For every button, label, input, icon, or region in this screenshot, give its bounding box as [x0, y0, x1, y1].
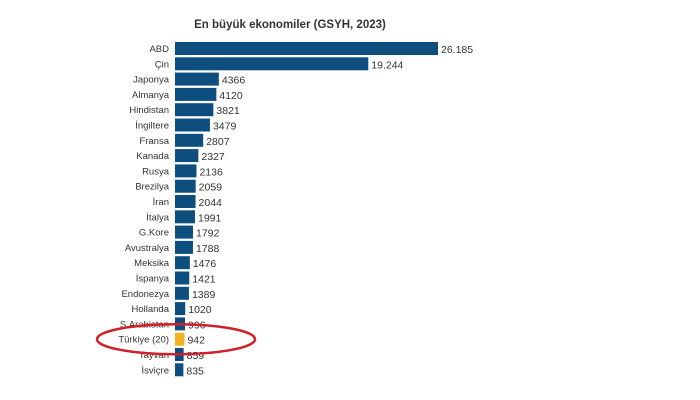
bar: [175, 240, 193, 254]
value-label: 1476: [193, 258, 217, 270]
value-label: 4120: [219, 90, 243, 102]
bar: [175, 179, 196, 193]
category-label: ABD: [149, 44, 169, 55]
chart-title: En büyük ekonomiler (GSYH, 2023): [194, 19, 386, 31]
category-label: Avustralya: [125, 243, 170, 254]
category-label: Hindistan: [129, 105, 169, 116]
bar: [175, 133, 204, 147]
annotation-layer: [95, 322, 257, 356]
bar: [175, 103, 214, 117]
value-label: 19.244: [371, 59, 403, 71]
value-label: 1389: [192, 289, 216, 301]
bar: [175, 42, 438, 55]
value-label: 2059: [199, 182, 223, 194]
category-label: G.Kore: [139, 228, 169, 239]
value-label: 2807: [206, 136, 230, 148]
category-label: Meksika: [134, 258, 170, 269]
category-label: İspanya: [136, 274, 170, 285]
value-label: 1991: [198, 212, 222, 224]
category-label: Rusya: [142, 166, 170, 177]
category-label: Kanada: [136, 151, 169, 162]
bar: [175, 164, 197, 178]
bar: [175, 87, 217, 101]
value-label: 1792: [196, 228, 220, 240]
category-label: İran: [153, 197, 169, 208]
category-label: Fransa: [139, 136, 169, 147]
value-label: 1788: [196, 243, 220, 255]
value-label: 1421: [192, 274, 216, 286]
bar: [175, 302, 186, 316]
value-label: 1020: [188, 304, 212, 316]
category-label: Almanya: [132, 90, 170, 101]
bar: [175, 149, 199, 163]
category-label: İsviçre: [142, 365, 169, 376]
bar: [175, 363, 184, 377]
category-label: Tayvan: [139, 350, 169, 361]
category-label: Brezilya: [135, 182, 170, 193]
bar-highlight: [175, 332, 185, 346]
value-label: 2136: [199, 166, 223, 178]
value-label: 3821: [216, 105, 240, 117]
value-label: 3479: [213, 121, 237, 133]
value-label: 859: [187, 350, 205, 362]
bar: [175, 195, 196, 208]
bar: [175, 225, 193, 239]
category-label: İtalya: [146, 212, 169, 223]
value-label: 835: [186, 365, 204, 377]
value-label: 2044: [199, 197, 223, 209]
highlight-circle: [95, 322, 257, 356]
bar: [175, 72, 219, 86]
bar: [175, 256, 190, 270]
category-label: İngiltere: [135, 121, 169, 132]
category-label: Endonezya: [121, 289, 169, 300]
value-label: 4366: [222, 75, 246, 87]
bars-layer: ABD 26.185 Çin 19.244 Japonya 4366 Almanya 4120…: [118, 42, 473, 377]
value-label: 26.185: [441, 44, 473, 56]
bar: [175, 210, 195, 224]
bar: [175, 286, 189, 300]
category-label: Hollanda: [132, 304, 170, 315]
value-label: 2327: [201, 151, 225, 163]
category-label: Çin: [155, 59, 169, 70]
category-label: Türkiye (20): [118, 335, 169, 346]
bar: [175, 118, 210, 132]
bar: [175, 271, 190, 285]
value-label: 942: [187, 335, 205, 347]
category-label: Japonya: [133, 75, 170, 86]
bar: [175, 57, 369, 71]
